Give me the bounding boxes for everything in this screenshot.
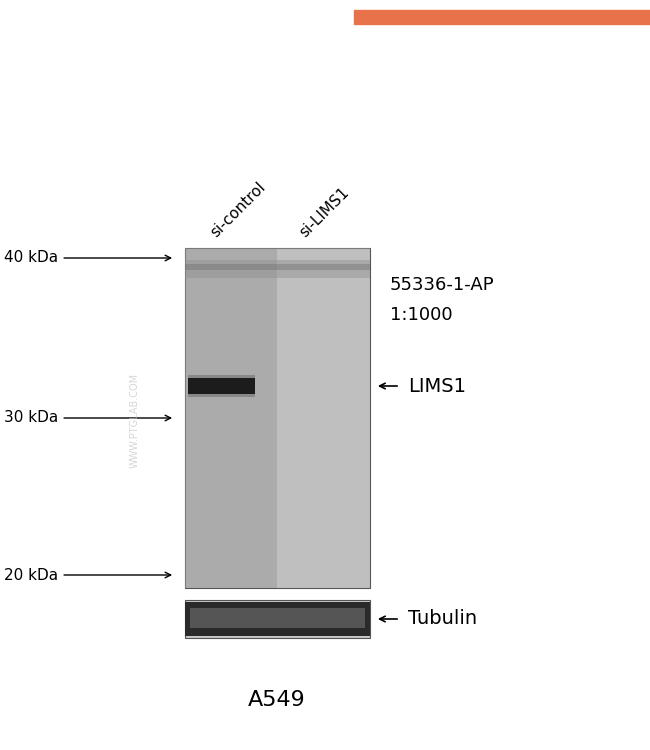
Text: si-LIMS1: si-LIMS1 (296, 184, 352, 240)
Text: A549: A549 (248, 690, 306, 710)
Text: 30 kDa: 30 kDa (4, 410, 58, 425)
Bar (185, 600, 370, 638)
Text: si-control: si-control (207, 179, 268, 240)
Text: WWW.PTGLAB.COM: WWW.PTGLAB.COM (130, 373, 140, 467)
Bar (185, 260, 370, 278)
Bar (185, 602, 370, 636)
Bar (185, 264, 370, 270)
Text: Tubulin: Tubulin (408, 610, 477, 628)
Text: 20 kDa: 20 kDa (4, 568, 58, 583)
Bar (188, 378, 255, 394)
Text: 55336-1-AP: 55336-1-AP (390, 276, 495, 294)
Text: LIMS1: LIMS1 (408, 376, 466, 395)
Text: 40 kDa: 40 kDa (4, 251, 58, 266)
Bar (277, 248, 370, 588)
Bar (188, 375, 255, 397)
Bar (185, 248, 370, 588)
Bar (190, 608, 365, 628)
Bar (185, 248, 277, 588)
Text: 1:1000: 1:1000 (390, 306, 452, 324)
